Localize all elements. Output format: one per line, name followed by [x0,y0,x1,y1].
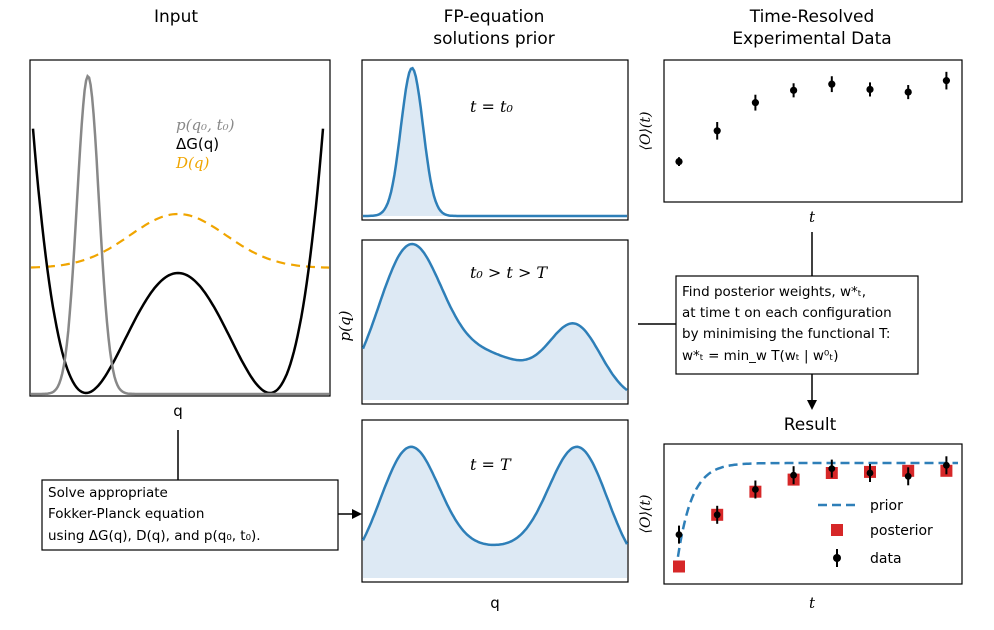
prior-panels: t = t₀ t₀ > t > T t = T p(q) q [336,59,629,612]
result-data-point-7 [943,461,950,469]
result-legend-data: data [870,551,902,567]
result-data-point-0 [675,531,683,538]
legend-dG: ΔG(q) [176,135,219,153]
prior-3-curve [361,445,629,547]
exp-point-5 [866,85,874,94]
result-posterior-points [673,464,953,573]
exp-panel-frame [663,59,963,203]
prior-3-label: t = T [470,455,512,474]
exp-point-3 [790,86,798,94]
solve-box-line-3: using ΔG(q), D(q), and p(q₀, t₀). [48,528,261,544]
find-posterior-box: Find posterior weights, w*ₜ, at time t o… [675,275,919,375]
initial-distribution-curve [31,73,329,396]
header-exp-line2: Experimental Data [732,29,891,49]
result-xlabel: t [809,594,816,612]
header-exp-line1: Time-Resolved [749,7,875,27]
exp-point-0 [675,158,683,166]
result-data-point-1 [713,511,721,519]
exp-data-points [675,71,951,166]
find-box-line-1: Find posterior weights, w*ₜ, [682,284,866,300]
solve-box-line-2: Fokker-Planck equation [48,506,204,522]
header-prior-line1: FP-equation [444,7,545,27]
result-title: Result [784,415,837,435]
solve-box-frame [41,479,339,551]
input-panel: p(q₀, t₀) ΔG(q) D(q) q [29,59,331,420]
result-data-point-3 [790,471,797,479]
prior-panel-1-frame [361,59,629,221]
prior-2-label: t₀ > t > T [470,263,548,282]
header-input: Input [154,7,198,27]
input-xlabel: q [173,402,183,420]
find-box-frame [675,275,919,375]
exp-point-7 [942,77,951,85]
prior-panel-2-frame [361,239,629,405]
exp-point-1 [713,127,721,135]
result-data-point-2 [752,486,759,493]
result-ylabel: ⟨O⟩(t) [638,495,654,534]
input-panel-frame [29,59,331,397]
find-box-line-4: w*ₜ = min_w T(wₜ | w⁰ₜ) [682,348,839,364]
posterior-point-0 [673,560,685,573]
prior-xlabel: q [490,594,500,612]
solve-box-line-1: Solve appropriate [48,485,168,501]
prior-1-fill [363,68,627,216]
prior-1-label: t = t₀ [470,97,513,116]
result-data-point-4 [828,465,836,472]
result-legend-posterior: posterior [870,523,933,539]
result-legend-posterior-swatch [831,524,843,536]
exp-point-2 [751,99,760,107]
exp-xlabel: t [809,208,816,226]
exp-point-6 [904,88,912,96]
exp-point-4 [828,80,836,88]
free-energy-curve [31,128,325,395]
result-data-point-6 [904,472,912,480]
find-box-line-3: by minimising the functional T: [682,326,890,342]
prior-2-fill [363,244,627,400]
legend-D: D(q) [175,154,209,172]
prior-ylabel: p(q) [336,310,354,341]
solve-box: Solve appropriate Fokker-Planck equation… [41,479,339,551]
result-prior-curve [674,461,958,571]
prior-panel-3-frame [361,419,629,583]
find-box-line-2: at time t on each configuration [682,305,892,321]
prior-1-curve [363,66,627,218]
prior-3-fill [363,446,627,578]
exp-ylabel: ⟨O⟩(t) [638,112,654,151]
result-panel-frame [663,443,963,585]
result-legend-prior: prior [870,498,903,514]
prior-2-curve [361,242,628,392]
result-data-point-5 [866,469,874,477]
result-data-points [675,456,950,544]
diffusion-curve [30,212,330,269]
header-prior-line2: solutions prior [433,29,554,49]
result-panel: Result prior posterior data ⟨O⟩(t) t [638,415,963,612]
exp-panel: ⟨O⟩(t) t [638,59,963,226]
result-legend-data-dot [833,554,841,562]
legend-p: p(q₀, t₀) [176,116,235,134]
